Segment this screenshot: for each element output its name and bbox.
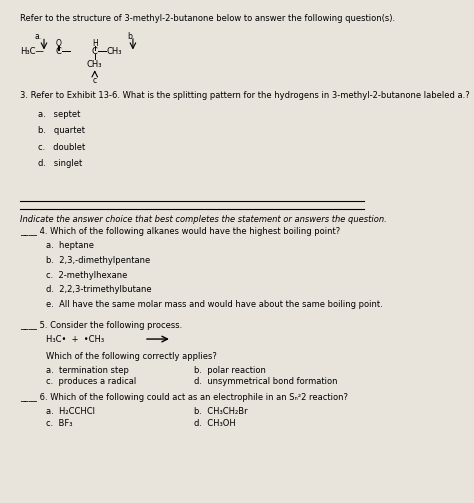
Text: CH₃: CH₃ — [87, 60, 102, 69]
Text: d.  2,2,3-trimethylbutane: d. 2,2,3-trimethylbutane — [46, 285, 152, 294]
Text: c.  produces a radical: c. produces a radical — [46, 377, 136, 386]
Text: d.  unsymmetrical bond formation: d. unsymmetrical bond formation — [194, 377, 337, 386]
Text: C: C — [92, 47, 98, 56]
Text: a.   septet: a. septet — [38, 110, 81, 119]
Text: H: H — [92, 39, 98, 48]
Text: C: C — [56, 47, 62, 56]
Text: b.  2,3,-dimethylpentane: b. 2,3,-dimethylpentane — [46, 256, 150, 265]
Text: c: c — [93, 76, 97, 86]
Text: O: O — [56, 39, 62, 48]
Text: H₃C•  +  •CH₃: H₃C• + •CH₃ — [46, 335, 104, 344]
Text: b.  CH₃CH₂Br: b. CH₃CH₂Br — [194, 406, 247, 415]
Text: Refer to the structure of 3-methyl-2-butanone below to answer the following ques: Refer to the structure of 3-methyl-2-but… — [20, 14, 395, 23]
Text: Which of the following correctly applies?: Which of the following correctly applies… — [46, 352, 217, 361]
Text: b.: b. — [128, 32, 135, 41]
Text: H₃C—: H₃C— — [20, 47, 44, 56]
Text: a.  H₂CCHCl: a. H₂CCHCl — [46, 406, 95, 415]
Text: c.   doublet: c. doublet — [38, 143, 86, 152]
Text: a.  heptane: a. heptane — [46, 241, 94, 250]
Text: c.  2-methylhexane: c. 2-methylhexane — [46, 271, 127, 280]
Text: 3. Refer to Exhibit 13-6. What is the splitting pattern for the hydrogens in 3-m: 3. Refer to Exhibit 13-6. What is the sp… — [20, 92, 470, 101]
Text: c.  BF₃: c. BF₃ — [46, 419, 73, 428]
Text: CH₃: CH₃ — [106, 47, 122, 56]
Text: d.   singlet: d. singlet — [38, 159, 82, 169]
Text: ____ 5. Consider the following process.: ____ 5. Consider the following process. — [20, 320, 182, 329]
Text: ____ 4. Which of the following alkanes would have the highest boiling point?: ____ 4. Which of the following alkanes w… — [20, 227, 340, 236]
Text: e.  All have the same molar mass and would have about the same boiling point.: e. All have the same molar mass and woul… — [46, 299, 383, 308]
Text: b.   quartet: b. quartet — [38, 126, 85, 135]
Text: ____ 6. Which of the following could act as an electrophile in an Sₙ²2 reaction?: ____ 6. Which of the following could act… — [20, 392, 348, 401]
Text: a.: a. — [35, 32, 42, 41]
Text: Indicate the answer choice that best completes the statement or answers the ques: Indicate the answer choice that best com… — [20, 215, 387, 224]
Text: d.  CH₃OH: d. CH₃OH — [194, 419, 236, 428]
Text: b.  polar reaction: b. polar reaction — [194, 366, 266, 375]
Text: a.  termination step: a. termination step — [46, 366, 129, 375]
